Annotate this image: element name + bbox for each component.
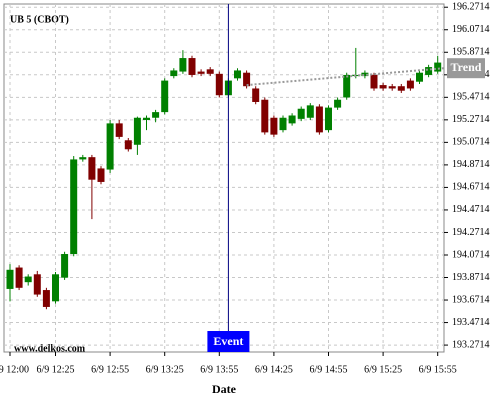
candle-body — [279, 117, 287, 131]
x-tick-label: 6/9 14:25 — [255, 364, 293, 375]
x-tick-label: 6/9 12:55 — [91, 364, 129, 375]
candle-body — [252, 88, 260, 102]
candle-body — [133, 117, 141, 145]
event-label: Event — [213, 334, 243, 348]
y-tick-label: 194.8714 — [452, 159, 490, 170]
candle-body — [306, 105, 314, 118]
y-tick-label: 195.4714 — [452, 92, 490, 103]
y-tick-label: 194.2714 — [452, 227, 490, 238]
y-tick-label: 195.2714 — [452, 114, 490, 125]
y-tick-label: 194.4714 — [452, 204, 490, 215]
candle-body — [388, 86, 396, 89]
candle-body — [206, 69, 214, 74]
candle-body — [143, 117, 150, 120]
x-axis-label: Date — [212, 382, 237, 396]
x-tick-label: 6/9 15:25 — [364, 364, 402, 375]
y-tick-label: 193.6714 — [452, 294, 490, 305]
candle-body — [425, 67, 433, 75]
candle-body — [361, 72, 369, 77]
candle-body — [97, 168, 105, 182]
candle-body — [434, 62, 442, 72]
candle-body — [179, 58, 187, 72]
candle-body — [24, 276, 32, 283]
candle-body — [15, 267, 23, 288]
candle-body — [88, 157, 96, 180]
y-tick-label: 194.6714 — [452, 182, 490, 193]
y-tick-label: 193.4714 — [452, 317, 490, 328]
y-tick-label: 193.8714 — [452, 272, 490, 283]
y-tick-label: 196.0714 — [452, 24, 490, 35]
candle-body — [343, 74, 351, 98]
x-tick-label: 6/9 12:25 — [36, 364, 74, 375]
candle-body — [406, 80, 414, 89]
event-badge — [207, 331, 250, 352]
candle-body — [325, 107, 332, 131]
candle-body — [188, 58, 196, 75]
trend-badge — [447, 58, 485, 79]
candle-body — [215, 73, 223, 96]
y-tick-label: 194.0714 — [452, 249, 490, 260]
x-tick-label: 6/9 13:25 — [146, 364, 184, 375]
trend-label: Trend — [451, 60, 482, 74]
candle-body — [70, 159, 78, 255]
candle-body — [170, 70, 178, 77]
candle-body — [243, 72, 251, 87]
candle-body — [397, 86, 405, 91]
chart-title: UB 5 (CBOT) — [10, 14, 69, 25]
candle-body — [124, 140, 132, 150]
y-tick-label: 195.0714 — [452, 137, 490, 148]
candle-body — [6, 269, 14, 289]
candle-body — [152, 112, 160, 118]
candle-body — [79, 157, 87, 160]
x-tick-label: 6/9 14:55 — [309, 364, 347, 375]
y-tick-label: 195.8714 — [452, 47, 490, 58]
candle-body — [379, 85, 387, 89]
watermark: www.delkos.com — [14, 343, 86, 354]
y-tick-label: 196.2714 — [452, 2, 490, 13]
candle-body — [315, 106, 323, 133]
x-tick-label: 6/9 12:00 — [0, 364, 29, 375]
candle-body — [61, 254, 69, 278]
candle-body — [370, 74, 378, 89]
candle-body — [288, 115, 296, 124]
candle-body — [115, 123, 123, 137]
candle-body — [334, 99, 342, 108]
candle-body — [106, 123, 114, 170]
y-tick-label: 193.2714 — [452, 339, 490, 350]
x-tick-label: 6/9 15:55 — [419, 364, 457, 375]
candle-body — [42, 290, 50, 307]
candle-body — [234, 70, 241, 79]
x-tick-label: 6/9 13:55 — [200, 364, 238, 375]
trend-line — [246, 67, 445, 87]
candle-body — [33, 274, 41, 295]
candle-body — [297, 108, 305, 119]
candle-body — [52, 274, 59, 302]
candle-body — [270, 117, 278, 135]
candle-body — [161, 80, 169, 113]
candle-body — [416, 72, 423, 82]
candle-body — [197, 71, 205, 74]
candle-body — [261, 99, 269, 133]
